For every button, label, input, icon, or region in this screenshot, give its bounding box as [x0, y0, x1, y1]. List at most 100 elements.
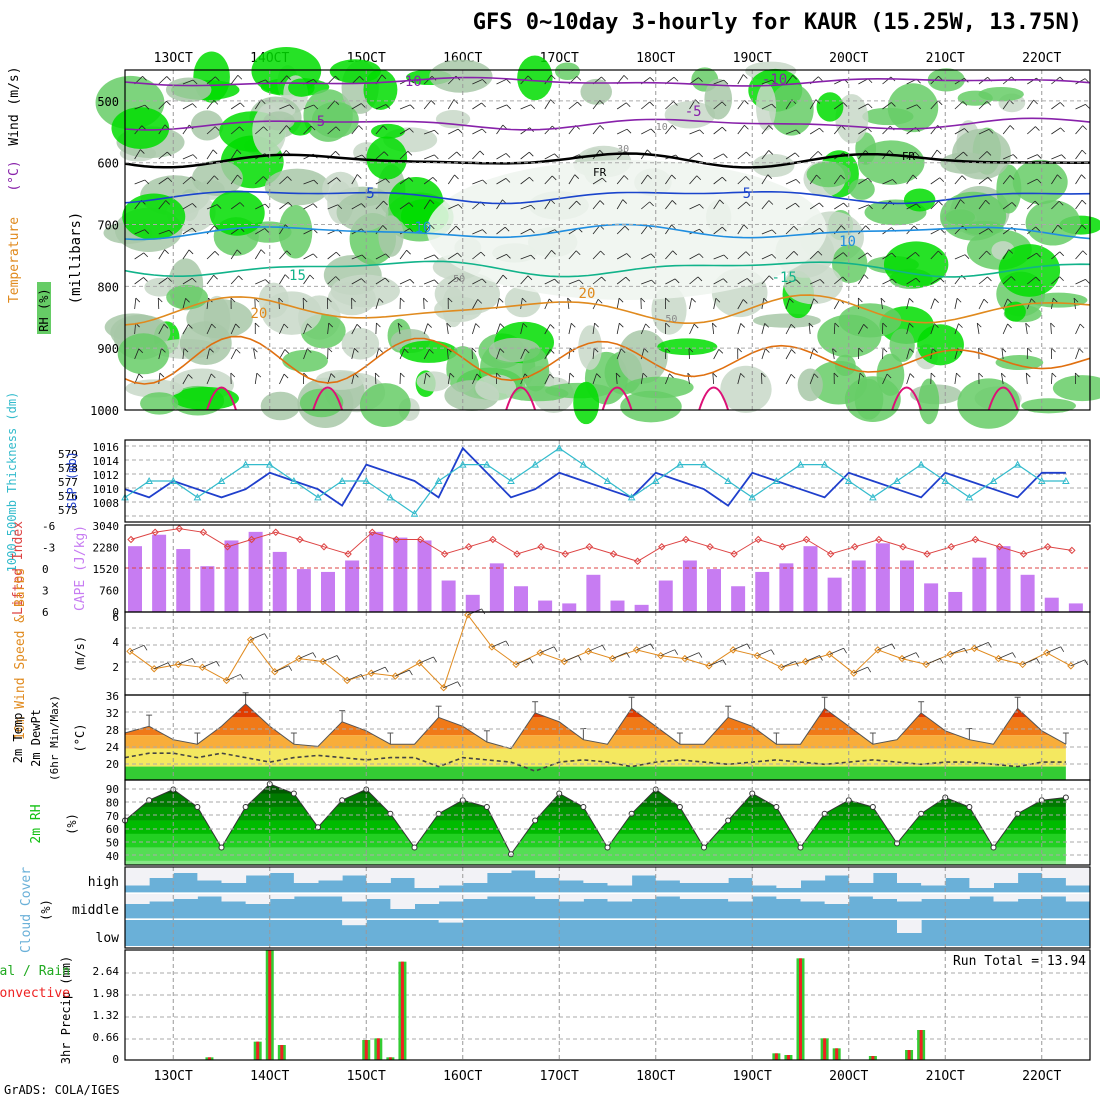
wind-barb-flag — [577, 101, 582, 107]
wind-barb — [520, 323, 524, 335]
cape-bar — [393, 537, 408, 612]
wind-barb-flag — [843, 202, 848, 208]
ylabel-precip: 3hr Precip (mm) — [59, 956, 73, 1064]
wind-barb — [424, 254, 435, 260]
wind-barb-flag — [816, 174, 821, 180]
wind-speed-line — [129, 613, 1072, 689]
wind-barb-flag — [649, 201, 654, 207]
wind-barb-flag — [1058, 200, 1064, 206]
wind-barb — [737, 151, 747, 160]
chart-title: GFS 0~10day 3-hourly for KAUR (15.25W, 1… — [472, 10, 1082, 35]
wind-barb — [230, 149, 238, 160]
wind-barb — [906, 348, 911, 360]
wind-barb-flag — [626, 253, 631, 258]
thickness-marker — [603, 476, 612, 484]
wind-barb-flag — [213, 100, 219, 105]
wind-barb-flag — [310, 125, 316, 131]
wind-barb-10m-flag — [553, 646, 558, 652]
wind-barb — [375, 277, 386, 285]
wind-barb-flag — [354, 348, 359, 353]
wind-barb — [375, 104, 387, 110]
rh-marker — [315, 824, 321, 831]
wind-barb-flag — [625, 276, 631, 282]
cloud-cell — [125, 868, 150, 886]
wind-barb-flag — [381, 74, 387, 80]
wind-barb — [447, 225, 457, 235]
wind-barb-flag — [385, 253, 390, 259]
rh-shading — [371, 123, 405, 139]
wind-barb-flag — [1051, 372, 1057, 378]
wind-barb — [472, 102, 482, 110]
wind-barb — [230, 202, 241, 210]
wind-barb — [761, 125, 770, 135]
cloud-cell — [631, 894, 657, 899]
wind-barb — [785, 349, 792, 360]
wind-barb-flag — [768, 200, 774, 205]
wind-barb — [978, 276, 988, 285]
wind-barb-flag — [477, 299, 483, 304]
cloud-cell — [824, 894, 850, 904]
wind-barb — [665, 101, 674, 110]
wind-barb — [423, 199, 431, 210]
wind-barb — [833, 174, 842, 185]
contour-label: 10 — [415, 220, 432, 236]
rh-shading — [475, 374, 517, 401]
wind-barb — [158, 277, 168, 285]
thickness-marker — [386, 493, 395, 501]
wind-barb-10m-flag — [191, 658, 196, 664]
wind-barb-flag — [891, 252, 897, 258]
cape-bar — [996, 546, 1011, 612]
wind-barb-flag — [192, 103, 197, 108]
wind-barb-flag — [740, 323, 746, 328]
rh-shading — [816, 92, 844, 122]
wind-barb-flag — [571, 322, 576, 328]
ylabel-rh2m: 2m RH — [29, 804, 44, 843]
li-marker — [537, 543, 545, 551]
wind-barb-flag — [1079, 323, 1085, 329]
wind-barb-flag — [795, 179, 801, 184]
rh-shading — [1052, 375, 1100, 402]
wind-barb-flag — [505, 153, 511, 158]
cape-bar — [1020, 574, 1035, 612]
wind-barb — [737, 323, 742, 335]
thickness-marker — [434, 476, 443, 484]
cape-bar — [707, 569, 721, 612]
wind-barb-flag — [313, 104, 319, 110]
precip-convective-bar — [835, 1048, 839, 1060]
wind-barb — [568, 250, 577, 260]
cape-bar — [417, 540, 432, 612]
wind-barb — [978, 129, 990, 135]
cape-bar — [1068, 603, 1083, 612]
time-tick-label-bottom: 22OCT — [1022, 1069, 1061, 1084]
cloud-cell — [342, 868, 367, 876]
wind-barb — [1051, 102, 1061, 110]
wind-barb — [858, 373, 861, 385]
thickness-marker — [217, 476, 226, 484]
wind-barb-10m — [1070, 659, 1086, 667]
wind-barb-flag — [1078, 348, 1084, 353]
wind-barb-flag — [721, 101, 727, 107]
ylabel-slp: SLP (mb) — [65, 451, 79, 509]
wind-barb-flag — [479, 150, 485, 156]
cloud-cell — [245, 894, 271, 904]
wind-barb-flag — [157, 297, 163, 303]
wind-barb — [1002, 99, 1010, 110]
time-tick-label-bottom: 19OCT — [733, 1069, 772, 1084]
thickness-marker — [193, 493, 202, 501]
wind-barb — [665, 224, 672, 235]
wind-barb-flag — [669, 373, 674, 379]
cloud-cell — [800, 868, 826, 881]
li-marker — [875, 535, 883, 544]
wind-barb — [472, 79, 483, 85]
cloud-cell — [293, 894, 319, 897]
wind-barb-flag — [506, 254, 511, 259]
wind-barb — [399, 202, 410, 210]
wind-barb — [303, 274, 311, 285]
precip-convective-bar — [268, 950, 272, 1060]
wind-barb-flag — [574, 174, 580, 179]
wind-barb — [930, 177, 941, 185]
wind-barb-flag — [482, 79, 487, 84]
wind-barb-flag — [429, 199, 435, 205]
wind-barb — [496, 199, 503, 210]
precip-legend-convective: Convective — [0, 986, 70, 1001]
